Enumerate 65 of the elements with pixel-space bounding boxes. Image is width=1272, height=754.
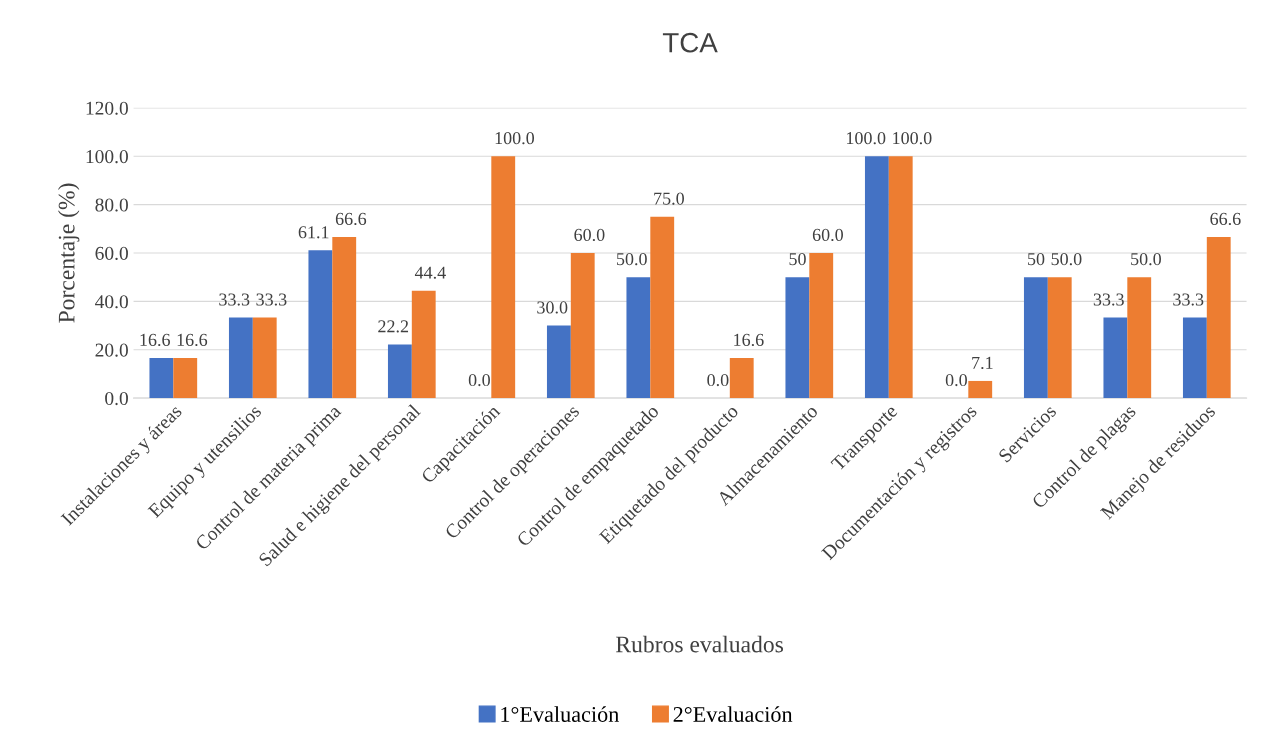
y-axis-title: Porcentaje (%) [57, 183, 80, 323]
bar [968, 380, 993, 399]
data-label: 50 [1028, 252, 1045, 266]
data-label: 16.6 [140, 333, 170, 347]
data-label: 0.0 [945, 373, 967, 387]
bar [1103, 317, 1128, 399]
y-tick-label: 100.0 [86, 150, 128, 164]
data-label: 100.0 [495, 132, 535, 145]
bar [491, 156, 516, 399]
bar [1023, 277, 1048, 399]
bar [1047, 277, 1072, 399]
bar [1127, 277, 1152, 399]
data-label: 50 [789, 252, 806, 266]
data-label: 33.3 [1093, 293, 1124, 306]
data-label: 61.1 [298, 226, 329, 239]
bar [332, 237, 357, 399]
bar [626, 277, 651, 399]
bar [252, 317, 277, 399]
bar [149, 357, 174, 399]
y-tick-label: 80.0 [95, 198, 128, 212]
bar [387, 344, 412, 399]
data-label: 44.4 [414, 266, 446, 279]
bar [1206, 237, 1231, 399]
data-label: 33.3 [219, 293, 250, 306]
y-tick-label: 40.0 [95, 295, 128, 309]
x-axis-title: Rubros evaluados [616, 635, 784, 653]
data-label: 22.2 [378, 320, 409, 333]
y-tick-label: 0.0 [105, 391, 128, 406]
bar [570, 252, 595, 399]
data-label: 60.0 [574, 228, 605, 242]
data-label: 33.3 [256, 293, 287, 306]
data-label: 66.6 [335, 212, 367, 226]
bar [785, 277, 810, 399]
data-label: 16.6 [734, 333, 764, 347]
bar [864, 156, 889, 399]
bar [1182, 317, 1207, 399]
data-label: 0.0 [468, 373, 490, 387]
data-label: 30.0 [537, 301, 568, 314]
y-tick-label: 60.0 [95, 246, 128, 260]
data-label: 60.0 [812, 228, 843, 242]
legend-label: 1°Evaluación [501, 706, 619, 722]
bar [228, 317, 253, 399]
chart-title: TCA [662, 32, 718, 53]
bar [546, 325, 571, 399]
data-label: 0.0 [707, 373, 729, 387]
data-label: 16.6 [177, 333, 208, 347]
bar [173, 357, 198, 399]
bar [411, 290, 436, 399]
y-tick-label: 20.0 [95, 343, 128, 357]
bar [308, 250, 333, 399]
bar [650, 216, 675, 399]
data-label: 50.0 [616, 252, 647, 266]
data-label: 33.3 [1173, 293, 1204, 306]
bar [729, 357, 754, 399]
legend-label: 2°Evaluación [673, 706, 793, 722]
y-tick-label: 120.0 [86, 101, 128, 115]
bar [888, 156, 913, 399]
bar [809, 252, 834, 399]
data-label: 50.0 [1131, 252, 1161, 266]
data-label: 66.6 [1210, 212, 1241, 226]
data-label: 100.0 [847, 132, 886, 145]
data-label: 7.1 [972, 356, 993, 370]
data-label: 50.0 [1051, 252, 1082, 266]
data-label: 100.0 [893, 132, 932, 145]
data-label: 75.0 [654, 192, 684, 205]
